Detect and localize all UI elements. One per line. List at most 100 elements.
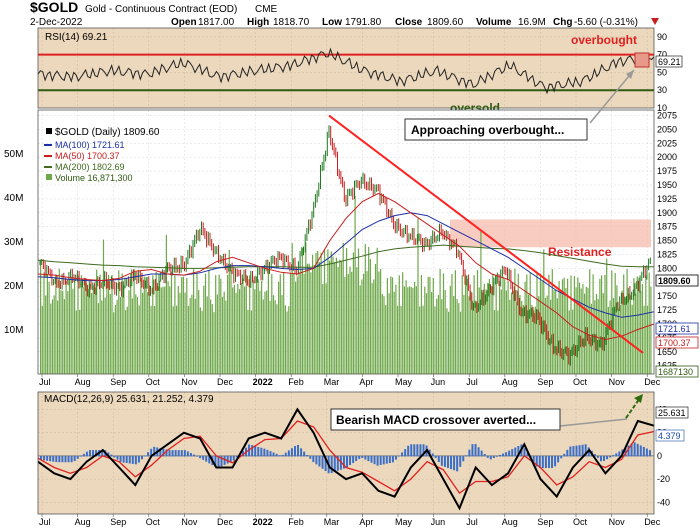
volume-bar	[140, 277, 142, 374]
histogram-bar	[547, 455, 550, 469]
histogram-bar	[627, 445, 630, 457]
histogram-bar	[419, 444, 422, 457]
volume-bar	[395, 284, 397, 374]
ma50-line	[37, 192, 655, 341]
signal-line	[37, 420, 655, 495]
histogram-bar	[281, 454, 284, 457]
rsi-y-tick-label: 50	[657, 67, 667, 77]
histogram-bar	[648, 450, 651, 457]
volume-bar	[357, 248, 360, 374]
volume-bar	[512, 290, 514, 374]
histogram-bar	[593, 454, 596, 457]
volume-bar	[327, 249, 329, 374]
histogram-bar	[278, 455, 281, 457]
volume-bar	[114, 305, 116, 374]
x-tick-label: Nov	[181, 377, 198, 387]
volume-bar	[40, 259, 42, 374]
histogram-bar	[79, 455, 82, 457]
volume-bar	[310, 272, 312, 374]
volume-bar	[318, 261, 320, 374]
price-y-tick-label: 1800	[657, 263, 677, 273]
volume-bar	[599, 278, 601, 374]
volume-bar	[194, 298, 196, 374]
histogram-bar	[275, 453, 278, 457]
volume-bar	[414, 281, 416, 374]
volume-bar	[211, 304, 213, 374]
x-tick-label: Feb	[288, 517, 304, 527]
price-y-tick-label: 1975	[657, 166, 677, 176]
rsi-overbought-marker	[634, 52, 650, 68]
histogram-bar	[119, 455, 122, 462]
price-bars	[39, 125, 651, 366]
volume-bar	[65, 281, 67, 374]
volume-bar	[300, 269, 302, 374]
volume-bar	[492, 274, 494, 374]
histogram-bar	[532, 455, 535, 463]
histogram-bar	[523, 448, 526, 457]
histogram-bar	[563, 453, 566, 457]
x-tick-label: Feb	[288, 377, 304, 387]
histogram-bar	[618, 451, 621, 457]
volume-y-axis: 10M 20M 30M 40M 50M	[4, 149, 23, 336]
price-y-tick-label: 1825	[657, 250, 677, 260]
histogram-bar	[465, 455, 468, 457]
x-tick-label: Mar	[324, 517, 340, 527]
histogram-bar	[575, 445, 578, 457]
volume-bar	[623, 274, 625, 374]
histogram-bar	[404, 449, 407, 457]
histogram-bar	[557, 455, 560, 463]
volume-bar	[595, 293, 598, 374]
macd-y-tick-label: -40	[657, 497, 670, 507]
volume-bar	[565, 288, 567, 374]
x-tick-label: 2022	[253, 517, 273, 527]
macd-histogram	[40, 442, 651, 474]
volume-bar	[125, 310, 127, 374]
volume-bar	[510, 292, 513, 374]
x-tick-label: Dec	[217, 517, 234, 527]
histogram-bar	[70, 455, 73, 463]
volume-bar	[514, 268, 516, 374]
volume-bar	[611, 270, 613, 374]
rsi-y-tick-label: 30	[657, 85, 667, 95]
volume-bar	[640, 291, 642, 374]
histogram-bar	[505, 452, 508, 457]
histogram-bar	[615, 453, 618, 457]
histogram-bar	[223, 455, 226, 465]
volume-bar	[483, 283, 485, 374]
macd-x-axis: Jul Aug Sep Oct Nov Dec 2022 Feb Mar Apr May Jun Jul…	[39, 514, 661, 527]
volume-bar	[293, 273, 295, 374]
histogram-bar	[266, 449, 269, 457]
price-y-tick-label: 1875	[657, 222, 677, 232]
resistance-label: Resistance	[548, 245, 612, 259]
price-panel: Resistance 16251650167517001725175017751…	[4, 69, 699, 378]
volume-bar	[500, 289, 502, 374]
volume-bar	[339, 259, 341, 374]
histogram-bar	[171, 450, 174, 457]
volume-bar	[456, 299, 458, 374]
histogram-bar	[370, 455, 373, 463]
histogram-bar	[76, 455, 79, 459]
histogram-bar	[306, 454, 309, 457]
histogram-bar	[46, 455, 49, 461]
volume-bar	[497, 310, 499, 374]
volume-bar	[402, 272, 404, 374]
price-y-tick-label: 2025	[657, 138, 677, 148]
volume-bar	[429, 276, 431, 374]
volume-bar	[361, 279, 363, 374]
volume-bar	[193, 269, 195, 374]
histogram-bar	[263, 448, 266, 457]
volume-bar	[113, 312, 115, 374]
volume-bar	[313, 264, 315, 374]
macd-callout-pointer	[559, 418, 628, 427]
volume-bar	[607, 306, 609, 374]
histogram-bar	[40, 455, 42, 460]
histogram-bar	[113, 455, 116, 458]
histogram-bar	[300, 448, 303, 457]
volume-bar	[582, 284, 584, 374]
histogram-bar	[199, 455, 202, 459]
volume-bar	[306, 263, 309, 374]
volume-bar	[504, 279, 506, 374]
volume-bar	[340, 261, 343, 374]
histogram-bar	[153, 446, 156, 457]
volume-bar	[539, 273, 541, 374]
